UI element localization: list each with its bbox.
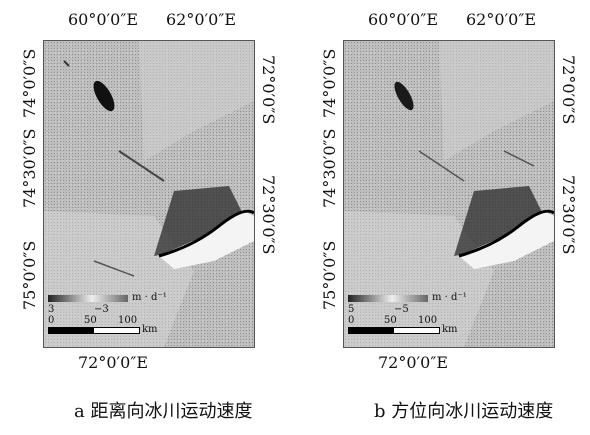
caption: b 方位向冰川运动速度 (374, 401, 554, 422)
legend-low: 5 (348, 304, 355, 315)
left-lat-label-2: 74°30′0″S (320, 128, 339, 208)
right-lat-label-1: 72°0′0″S (259, 55, 278, 125)
right-lat-label-1: 72°0′0″S (559, 55, 578, 125)
legend-high: −3 (94, 304, 109, 315)
left-lat-label-3: 75°0′0″S (320, 240, 339, 310)
scale-tick-100: 100 (118, 315, 138, 326)
left-lat-label-1: 74°0′0″S (320, 48, 339, 118)
top-lon-label-2: 62°0′0″E (466, 10, 537, 29)
scale-tick-100: 100 (418, 315, 438, 326)
right-lat-label-2: 72°30′0″S (259, 175, 278, 255)
legend-unit: m · d⁻¹ (432, 292, 467, 303)
bottom-lon-label: 72°0′0″E (78, 353, 149, 372)
velocity-map: m · d⁻¹ 3 −3 0 50 100 km (43, 40, 255, 348)
top-lon-label-1: 60°0′0″E (68, 10, 139, 29)
scale-bar (348, 327, 440, 334)
legend-unit: m · d⁻¹ (132, 292, 167, 303)
left-lat-label-3: 75°0′0″S (20, 240, 39, 310)
color-ramp (348, 295, 428, 302)
caption: a 距离向冰川运动速度 (74, 401, 253, 422)
scale-tick-50: 50 (384, 315, 397, 326)
legend: m · d⁻¹ 5 −5 0 50 100 km (348, 289, 478, 337)
scale-tick-50: 50 (84, 315, 97, 326)
top-lon-label-1: 60°0′0″E (368, 10, 439, 29)
legend: m · d⁻¹ 3 −3 0 50 100 km (48, 289, 178, 337)
velocity-map: m · d⁻¹ 5 −5 0 50 100 km (343, 40, 555, 348)
legend-high: −5 (394, 304, 409, 315)
right-lat-label-2: 72°30′0″S (559, 175, 578, 255)
left-lat-label-2: 74°30′0″S (20, 128, 39, 208)
scale-tick-0: 0 (48, 315, 55, 326)
top-lon-label-2: 62°0′0″E (166, 10, 237, 29)
scale-unit: km (442, 324, 458, 335)
panel-b: 60°0′0″E 62°0′0″E m · d⁻¹ 5 −5 0 50 100 … (300, 0, 578, 435)
color-ramp (48, 295, 128, 302)
scale-tick-0: 0 (348, 315, 355, 326)
panel-a: 60°0′0″E 62°0′0″E m · d⁻¹ 3 −3 0 50 100 … (0, 0, 278, 435)
left-lat-label-1: 74°0′0″S (20, 48, 39, 118)
scale-unit: km (142, 324, 158, 335)
scale-bar (48, 327, 140, 334)
legend-low: 3 (48, 304, 55, 315)
bottom-lon-label: 72°0′0″E (378, 353, 449, 372)
